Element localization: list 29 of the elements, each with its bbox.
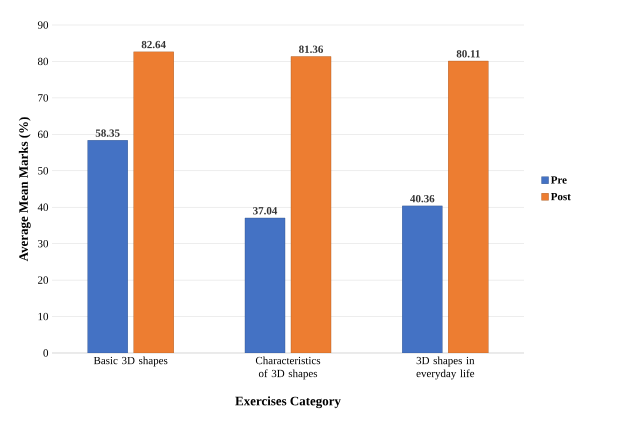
bar	[448, 60, 489, 353]
data-label: 37.04	[253, 207, 278, 214]
data-label: 81.36	[299, 46, 324, 53]
legend-label: Pre	[550, 176, 567, 184]
bar	[402, 206, 443, 353]
x-tick-label: Basic 3D shapes	[94, 356, 168, 366]
y-tick-label: 50	[38, 167, 48, 174]
y-tick-label: 40	[38, 204, 48, 211]
legend-label: Post	[550, 193, 571, 200]
y-tick-label: 60	[38, 130, 48, 138]
x-tick-label: 3D shapes in everyday life	[416, 356, 474, 380]
y-tick-label: 10	[38, 312, 48, 320]
x-axis-title: Exercises Category	[235, 396, 341, 408]
y-tick-label: 80	[38, 58, 48, 66]
data-label: 82.64	[142, 40, 166, 48]
data-label: 58.35	[96, 129, 120, 137]
y-axis-title: Average Mean Marks (%)	[18, 117, 31, 262]
y-tick-label: 70	[38, 94, 48, 102]
bar	[87, 140, 128, 353]
y-tick-label: 90	[38, 21, 48, 29]
bar	[133, 52, 174, 353]
bar	[290, 56, 332, 353]
x-tick-label: Characteristics of 3D shapes	[256, 356, 320, 380]
y-tick-label: 30	[38, 240, 48, 248]
data-label: 80.11	[456, 50, 480, 58]
y-tick-label: 0	[43, 349, 48, 357]
y-tick-label: 20	[38, 276, 48, 284]
bar	[244, 218, 286, 353]
data-label: 40.36	[410, 194, 434, 202]
